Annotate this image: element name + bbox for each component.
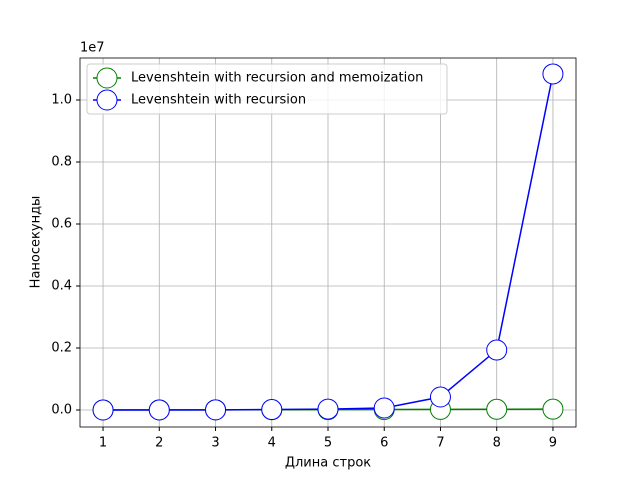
- x-tick-label: 3: [211, 436, 219, 451]
- data-point: [542, 398, 564, 420]
- data-point: [148, 399, 170, 421]
- y-tick-label: 1.0: [51, 93, 72, 108]
- y-tick-label: 0.2: [51, 341, 72, 356]
- offset-label: 1e7: [80, 41, 105, 56]
- legend-label: Levenshtein with recursion: [131, 93, 306, 108]
- data-point: [261, 399, 283, 421]
- legend-box: [86, 63, 448, 115]
- data-point: [486, 339, 508, 361]
- plot-frame: [79, 57, 577, 428]
- data-point: [205, 399, 227, 421]
- data-point: [317, 398, 339, 420]
- x-tick-label: 6: [380, 436, 388, 451]
- y-tick-label: 0.8: [51, 155, 72, 170]
- x-tick-label: 5: [324, 436, 332, 451]
- x-tick-label: 8: [493, 436, 501, 451]
- y-tick-label: 0.6: [51, 217, 72, 232]
- y-tick-label: 0.4: [51, 279, 72, 294]
- legend-marker: [96, 89, 118, 111]
- x-tick-label: 2: [155, 436, 163, 451]
- y-tick-label: 0.0: [51, 403, 72, 418]
- data-point: [92, 399, 114, 421]
- x-tick-label: 1: [99, 436, 107, 451]
- x-tick-label: 4: [268, 436, 276, 451]
- data-point: [429, 386, 451, 408]
- data-point: [542, 63, 564, 85]
- x-axis-label: Длина строк: [285, 456, 371, 471]
- legend-label: Levenshtein with recursion and memoizati…: [131, 71, 423, 86]
- legend-marker: [96, 67, 118, 89]
- y-axis-label: Наносекунды: [29, 196, 44, 289]
- x-tick-label: 7: [436, 436, 444, 451]
- x-tick-label: 9: [549, 436, 557, 451]
- data-point: [486, 398, 508, 420]
- data-point: [373, 397, 395, 419]
